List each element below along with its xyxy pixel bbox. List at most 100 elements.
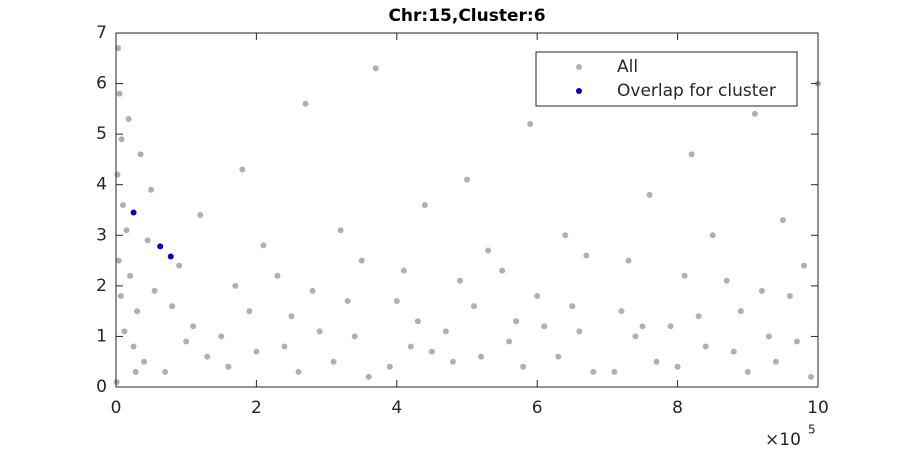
point bbox=[499, 267, 506, 274]
point bbox=[386, 363, 393, 370]
point bbox=[737, 308, 744, 315]
point bbox=[274, 272, 281, 279]
point bbox=[120, 201, 127, 208]
point bbox=[414, 318, 421, 325]
point bbox=[316, 328, 323, 335]
point bbox=[330, 358, 337, 365]
point bbox=[190, 323, 197, 330]
point bbox=[123, 227, 130, 234]
x-tick-label: 6 bbox=[532, 398, 543, 418]
axes: 0 1 2 3 4 5 6 7 0 2 4 6 8 10 bbox=[96, 23, 829, 418]
point bbox=[260, 242, 267, 249]
point bbox=[218, 333, 225, 340]
x-tick-label: 0 bbox=[111, 398, 122, 418]
point bbox=[351, 333, 358, 340]
point bbox=[302, 100, 309, 107]
point bbox=[130, 343, 137, 350]
point bbox=[197, 212, 204, 219]
y-tick-label: 5 bbox=[96, 124, 107, 144]
axes-box bbox=[115, 32, 819, 388]
y-tick-label: 4 bbox=[96, 175, 107, 195]
y-tick-label: 7 bbox=[96, 23, 107, 43]
point bbox=[148, 186, 155, 193]
y-tick-label: 3 bbox=[96, 225, 107, 245]
point bbox=[667, 323, 674, 330]
point bbox=[137, 151, 144, 158]
point bbox=[169, 303, 176, 310]
point bbox=[513, 318, 520, 325]
point bbox=[464, 176, 470, 183]
point bbox=[116, 90, 123, 97]
x-tick-label: 10 bbox=[807, 398, 829, 418]
point bbox=[534, 292, 541, 299]
point bbox=[141, 358, 148, 365]
point bbox=[407, 343, 414, 350]
point bbox=[758, 287, 765, 294]
point bbox=[506, 338, 513, 345]
point bbox=[618, 308, 625, 315]
legend: All Overlap for cluster bbox=[535, 51, 798, 107]
point bbox=[344, 298, 351, 305]
point bbox=[765, 333, 772, 340]
point bbox=[681, 272, 688, 279]
x-tick-label: 8 bbox=[672, 398, 683, 418]
point bbox=[125, 115, 132, 122]
point bbox=[478, 353, 485, 360]
point bbox=[632, 333, 639, 340]
point bbox=[800, 262, 807, 269]
point bbox=[723, 277, 730, 284]
point bbox=[688, 151, 695, 158]
point bbox=[176, 262, 183, 269]
point bbox=[456, 277, 463, 284]
point bbox=[288, 313, 295, 320]
point bbox=[751, 110, 758, 117]
point bbox=[569, 303, 576, 310]
point bbox=[183, 338, 190, 345]
point bbox=[471, 303, 478, 310]
point bbox=[130, 209, 137, 216]
point bbox=[365, 373, 372, 380]
point bbox=[541, 323, 548, 330]
point bbox=[295, 368, 302, 375]
point bbox=[118, 136, 125, 143]
point bbox=[520, 363, 527, 370]
y-tick-label: 0 bbox=[96, 377, 107, 397]
point bbox=[527, 121, 534, 128]
legend-label: All bbox=[617, 57, 638, 77]
point bbox=[114, 171, 121, 178]
point bbox=[232, 282, 239, 289]
point bbox=[117, 292, 124, 299]
point bbox=[646, 191, 653, 198]
point bbox=[702, 343, 709, 350]
point bbox=[157, 243, 164, 250]
legend-marker bbox=[576, 88, 582, 94]
x-multiplier-exponent: 5 bbox=[808, 423, 816, 437]
point bbox=[127, 272, 134, 279]
point bbox=[653, 358, 660, 365]
x-tick-label: 4 bbox=[391, 398, 402, 418]
point bbox=[144, 237, 151, 244]
y-tick-label: 6 bbox=[96, 74, 107, 94]
point bbox=[772, 358, 779, 365]
x-multiplier: ×10 bbox=[765, 430, 801, 450]
point bbox=[485, 247, 492, 254]
point bbox=[583, 252, 590, 259]
y-tick-label: 2 bbox=[96, 276, 107, 296]
point bbox=[807, 373, 814, 380]
legend-box bbox=[535, 51, 798, 107]
point bbox=[115, 45, 122, 52]
point bbox=[428, 348, 435, 355]
point bbox=[309, 287, 316, 294]
point bbox=[786, 292, 793, 299]
y-tick-label: 1 bbox=[96, 326, 107, 346]
legend-label: Overlap for cluster bbox=[617, 81, 776, 101]
point bbox=[449, 358, 456, 365]
point bbox=[695, 313, 702, 320]
point bbox=[253, 348, 260, 355]
point bbox=[779, 217, 786, 224]
point bbox=[744, 368, 751, 375]
plot-area bbox=[113, 45, 821, 385]
point bbox=[132, 368, 139, 375]
